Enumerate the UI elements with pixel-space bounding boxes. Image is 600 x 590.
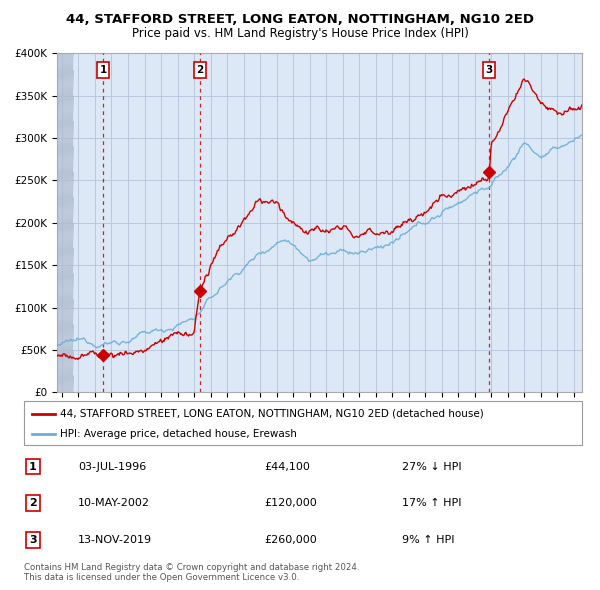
Text: 2: 2 bbox=[196, 65, 203, 75]
Text: 44, STAFFORD STREET, LONG EATON, NOTTINGHAM, NG10 2ED: 44, STAFFORD STREET, LONG EATON, NOTTING… bbox=[66, 13, 534, 26]
Text: 10-MAY-2002: 10-MAY-2002 bbox=[78, 499, 150, 508]
Text: 1: 1 bbox=[29, 462, 37, 471]
Text: 27% ↓ HPI: 27% ↓ HPI bbox=[402, 462, 461, 471]
Text: HPI: Average price, detached house, Erewash: HPI: Average price, detached house, Erew… bbox=[60, 430, 297, 440]
Text: 3: 3 bbox=[29, 535, 37, 545]
Text: 9% ↑ HPI: 9% ↑ HPI bbox=[402, 535, 455, 545]
Text: Price paid vs. HM Land Registry's House Price Index (HPI): Price paid vs. HM Land Registry's House … bbox=[131, 27, 469, 40]
Text: 17% ↑ HPI: 17% ↑ HPI bbox=[402, 499, 461, 508]
Text: £260,000: £260,000 bbox=[264, 535, 317, 545]
Text: 1: 1 bbox=[100, 65, 107, 75]
Text: 44, STAFFORD STREET, LONG EATON, NOTTINGHAM, NG10 2ED (detached house): 44, STAFFORD STREET, LONG EATON, NOTTING… bbox=[60, 409, 484, 418]
Text: 13-NOV-2019: 13-NOV-2019 bbox=[78, 535, 152, 545]
Text: £120,000: £120,000 bbox=[264, 499, 317, 508]
Text: £44,100: £44,100 bbox=[264, 462, 310, 471]
Text: 2: 2 bbox=[29, 499, 37, 508]
Text: Contains HM Land Registry data © Crown copyright and database right 2024.
This d: Contains HM Land Registry data © Crown c… bbox=[24, 563, 359, 582]
Text: 3: 3 bbox=[485, 65, 493, 75]
Text: 03-JUL-1996: 03-JUL-1996 bbox=[78, 462, 146, 471]
